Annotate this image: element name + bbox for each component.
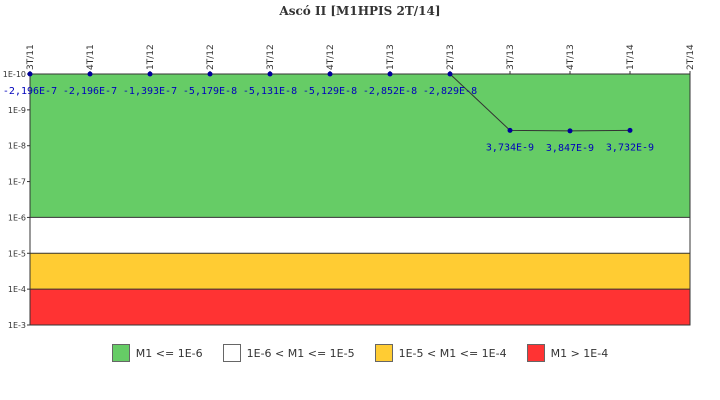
y-tick-label: 1E-3: [8, 321, 26, 330]
data-point: [567, 128, 573, 134]
y-tick-label: 1E-6: [8, 213, 26, 222]
x-tick-label: 1T/14: [626, 44, 636, 70]
data-label: -5,179E-8: [183, 86, 237, 97]
y-tick-label: 1E-7: [8, 178, 26, 187]
data-point: [267, 71, 273, 77]
y-axis-ticks: 1E-10 1E-9 1E-8 1E-7 1E-6 1E-5 1E-4 1E-3: [3, 70, 30, 330]
risk-band: [30, 253, 690, 290]
legend-item: M1 > 1E-4: [526, 344, 609, 362]
x-tick-label: 1T/13: [386, 44, 396, 70]
chart-title: Ascó II [M1HPIS 2T/14]: [278, 4, 440, 18]
y-tick-label: 1E-9: [8, 106, 26, 115]
data-label: -2,829E-8: [423, 86, 477, 97]
legend-item: M1 <= 1E-6: [111, 344, 203, 362]
data-label: -1,393E-7: [123, 86, 177, 97]
legend-label: M1 <= 1E-6: [135, 346, 203, 360]
risk-band: [30, 74, 690, 218]
x-tick-label: 4T/11: [86, 44, 96, 70]
data-label: -5,131E-8: [243, 86, 297, 97]
legend-swatch: [222, 344, 241, 362]
y-tick-label: 1E-4: [8, 285, 26, 294]
data-label: 3,732E-9: [606, 142, 654, 153]
legend-swatch: [374, 344, 393, 362]
legend-item: 1E-5 < M1 <= 1E-4: [374, 344, 507, 362]
x-tick-label: 4T/12: [326, 44, 336, 70]
risk-bands: [30, 74, 690, 325]
data-label: 3,847E-9: [546, 143, 594, 154]
x-tick-label: 4T/13: [566, 44, 576, 70]
data-point: [447, 71, 453, 77]
data-label: -2,196E-7: [3, 86, 57, 97]
legend: M1 <= 1E-6 1E-6 < M1 <= 1E-5 1E-5 < M1 <…: [0, 344, 720, 362]
legend-label: 1E-5 < M1 <= 1E-4: [398, 346, 507, 360]
legend-item: 1E-6 < M1 <= 1E-5: [222, 344, 355, 362]
data-point: [327, 71, 333, 77]
x-tick-label: 2T/13: [446, 44, 456, 70]
data-label: 3,734E-9: [486, 142, 534, 153]
legend-swatch: [111, 344, 130, 362]
y-tick-label: 1E-5: [8, 249, 26, 258]
data-label: -2,852E-8: [363, 86, 417, 97]
risk-band: [30, 217, 690, 254]
legend-label: M1 > 1E-4: [550, 346, 609, 360]
risk-band: [30, 289, 690, 325]
data-label: -2,196E-7: [63, 86, 117, 97]
y-tick-label: 1E-8: [8, 142, 26, 151]
x-tick-label: 2T/14: [686, 44, 696, 70]
data-label: -5,129E-8: [303, 86, 357, 97]
y-tick-label: 1E-10: [3, 70, 26, 79]
series-line: [27, 71, 633, 134]
data-point: [147, 71, 153, 77]
x-axis-ticks: 3T/11 4T/11 1T/12 2T/12 3T/12 4T/12 1T/13 2T/13…: [26, 44, 696, 74]
x-tick-label: 3T/11: [26, 44, 36, 70]
x-tick-label: 2T/12: [206, 44, 216, 70]
data-point: [507, 127, 513, 133]
x-tick-label: 3T/12: [266, 44, 276, 70]
data-point: [27, 71, 33, 77]
legend-swatch: [526, 344, 545, 362]
data-point: [87, 71, 93, 77]
x-tick-label: 1T/12: [146, 44, 156, 70]
legend-label: 1E-6 < M1 <= 1E-5: [246, 346, 355, 360]
data-point: [387, 71, 393, 77]
chart: Ascó II [M1HPIS 2T/14] 3T/11 4T/11 1T/12 2T…: [3, 4, 696, 330]
x-tick-label: 3T/13: [506, 44, 516, 70]
data-point: [627, 127, 633, 133]
data-labels: -2,196E-7 -2,196E-7 -1,393E-7 -5,179E-8 -5,1…: [3, 86, 654, 154]
data-point: [207, 71, 213, 77]
